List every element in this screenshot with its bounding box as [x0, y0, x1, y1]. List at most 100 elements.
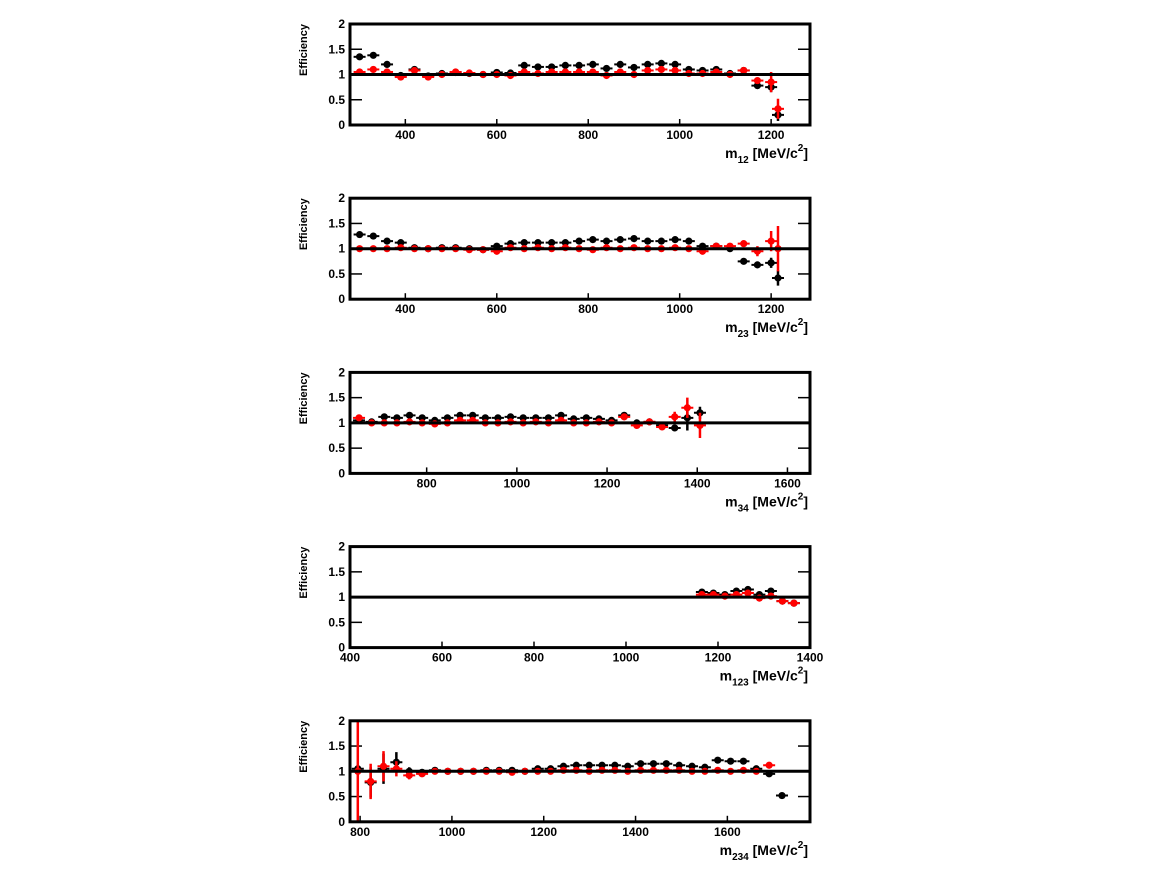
panel: 0 0.5 1 1.5 2 800 1000 1200 1400 1600 Efficiency m3…: [298, 365, 812, 514]
y-tick-label: 0: [338, 292, 345, 306]
x-axis-label-part: 2: [798, 666, 804, 677]
point: [481, 414, 489, 422]
point: [778, 597, 787, 605]
point: [410, 66, 419, 75]
point: [644, 66, 652, 75]
y-tick-label: 0.5: [328, 615, 345, 629]
x-axis-label-part: 2: [798, 840, 804, 851]
y-tick-label: 0.5: [328, 267, 345, 281]
panel: 0 0.5 1 1.5 2 400 600 800 1000 1200 Efficiency m12 …: [298, 17, 812, 166]
point: [685, 237, 693, 245]
y-tick-label: 2: [338, 365, 345, 379]
point: [405, 411, 414, 419]
point: [657, 59, 665, 67]
x-axis-label-part: ]: [803, 493, 808, 509]
y-tick-label: 0: [338, 466, 345, 480]
y-axis-label: Efficiency: [298, 372, 310, 425]
point: [753, 76, 762, 85]
y-tick-label: 1: [338, 416, 345, 430]
y-tick-label: 1.5: [328, 739, 345, 753]
x-tick-label: 800: [578, 128, 598, 142]
point: [575, 237, 583, 245]
data: [353, 397, 706, 439]
x-axis-label: m123 [MeV/c2]: [720, 666, 808, 689]
y-axis-label: Efficiency: [298, 546, 310, 599]
point: [611, 761, 619, 769]
point: [657, 237, 665, 245]
point: [658, 423, 666, 431]
x-tick-label: 800: [417, 476, 437, 490]
point: [380, 413, 388, 421]
point: [740, 240, 748, 248]
x-axis-label-part: 234: [732, 852, 749, 863]
point: [355, 414, 363, 422]
y-axis-label: Efficiency: [298, 197, 310, 250]
point: [671, 424, 679, 432]
point: [602, 237, 611, 245]
x-tick-label: 800: [578, 302, 598, 316]
y-tick-label: 0.5: [328, 441, 345, 455]
point: [636, 760, 645, 768]
point: [443, 414, 452, 422]
x-axis-label-part: [MeV/c: [749, 668, 798, 684]
point: [405, 771, 413, 779]
point: [671, 60, 679, 68]
x-tick-label: 1000: [613, 651, 640, 665]
point: [534, 239, 542, 247]
point: [585, 761, 593, 769]
x-tick-label: 1200: [758, 302, 785, 316]
frame: [348, 370, 812, 475]
point: [767, 259, 775, 267]
x-tick-label: 600: [487, 302, 507, 316]
point: [671, 66, 679, 75]
point: [740, 257, 748, 265]
point: [575, 61, 583, 70]
x-axis-label-part: ]: [803, 319, 808, 335]
x-tick-label: 1600: [714, 825, 741, 839]
point: [774, 274, 782, 282]
point: [616, 60, 624, 68]
point: [379, 762, 388, 770]
x-axis-label-part: ]: [803, 842, 808, 858]
frame: [348, 545, 812, 650]
x-axis-label-part: 12: [738, 155, 750, 166]
x-axis-label-part: [MeV/c: [749, 145, 798, 161]
point: [393, 414, 401, 422]
point: [544, 414, 553, 422]
point: [602, 64, 611, 73]
point: [589, 60, 597, 68]
point: [548, 63, 556, 71]
point: [561, 239, 569, 247]
y-tick-label: 0.5: [328, 790, 345, 804]
point: [662, 760, 670, 768]
point: [589, 236, 597, 244]
x-axis-label: m23 [MeV/c2]: [725, 317, 808, 340]
x-axis-label-part: m: [725, 145, 737, 161]
point: [774, 105, 782, 113]
x-tick-label: 1000: [504, 476, 531, 490]
frame: [348, 22, 812, 127]
point: [356, 230, 364, 239]
point: [456, 411, 464, 419]
point: [534, 63, 542, 71]
x-axis-label-part: m: [720, 842, 732, 858]
x-axis-label-part: 2: [798, 491, 804, 502]
data: [695, 585, 800, 607]
point: [657, 65, 665, 74]
point: [778, 791, 786, 800]
point: [767, 237, 775, 245]
x-tick-label: 1600: [774, 476, 801, 490]
x-tick-label: 1400: [684, 476, 711, 490]
y-tick-label: 0.5: [328, 93, 345, 107]
point: [739, 757, 748, 765]
y-tick-label: 2: [338, 540, 345, 554]
x-tick-label: 1400: [797, 651, 824, 665]
point: [726, 757, 735, 765]
point: [598, 761, 606, 769]
x-tick-label: 1200: [594, 476, 621, 490]
point: [753, 82, 762, 90]
point: [644, 60, 652, 68]
panel: 0 0.5 1 1.5 2 400 600 800 1000 1200 Efficiency m23 …: [298, 191, 812, 340]
point: [520, 239, 528, 247]
y-tick-label: 1: [338, 590, 345, 604]
